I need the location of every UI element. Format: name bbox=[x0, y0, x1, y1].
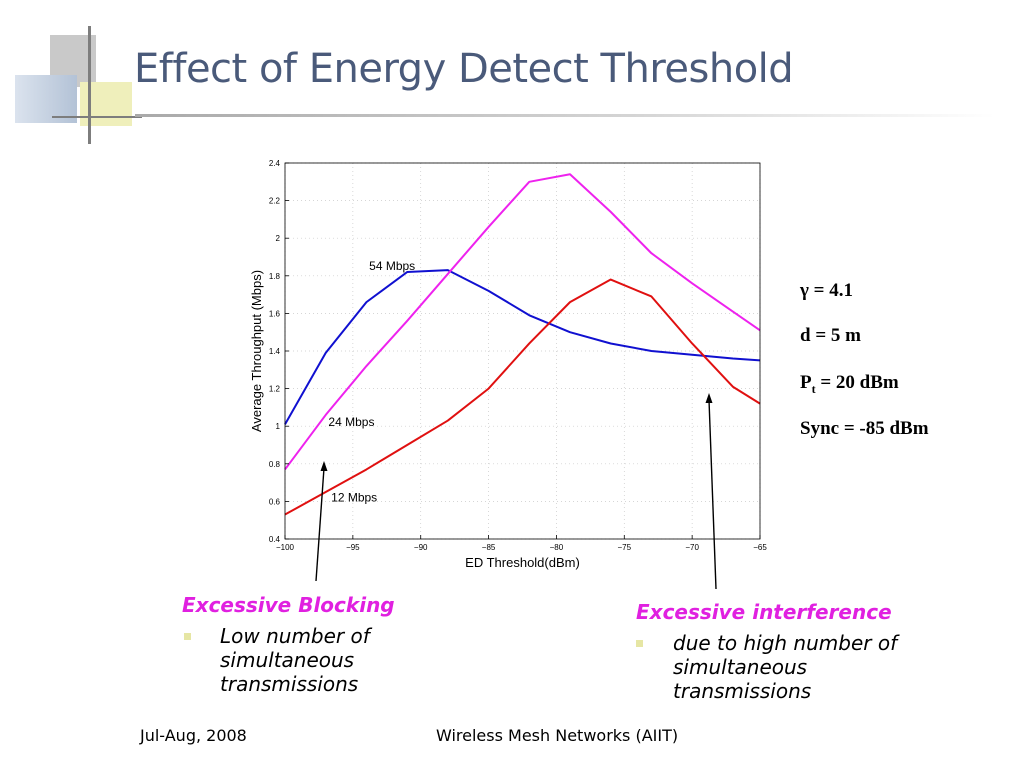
interference-line-2: simultaneous bbox=[673, 655, 808, 679]
y-tick-label: 1.2 bbox=[269, 385, 281, 394]
footer-date: Jul-Aug, 2008 bbox=[140, 726, 247, 745]
param-tx-power-symbol: P bbox=[800, 372, 812, 393]
slide-title: Effect of Energy Detect Threshold bbox=[134, 46, 794, 92]
bullet-icon bbox=[636, 640, 643, 647]
interference-heading: Excessive interference bbox=[636, 600, 892, 624]
throughput-chart: 54 Mbps 24 Mbps 12 Mbps −100 −95 −90 −85 −80 −7… bbox=[249, 159, 767, 570]
interference-line-3: transmissions bbox=[673, 679, 812, 703]
series-line-24-mbps bbox=[284, 173, 761, 471]
blocking-line-2: simultaneous bbox=[220, 648, 355, 672]
blocking-line-3: transmissions bbox=[220, 672, 359, 696]
param-tx-power: Pt = 20 dBm bbox=[800, 372, 899, 397]
x-tick-label: −80 bbox=[550, 543, 564, 552]
y-tick-label: 0.6 bbox=[269, 497, 281, 506]
blocking-heading: Excessive Blocking bbox=[182, 593, 395, 617]
y-tick-label: 2.2 bbox=[269, 197, 281, 206]
footer-course: Wireless Mesh Networks (AIIT) bbox=[436, 726, 679, 745]
interference-text: due to high number of simultaneous trans… bbox=[673, 631, 897, 703]
chart-ticks: −100 −95 −90 −85 −80 −75 −70 −65 0.4 0.6 0.8 1 1.2 1.… bbox=[269, 159, 767, 552]
param-gamma: γ = 4.1 bbox=[800, 280, 853, 301]
blocking-text: Low number of simultaneous transmissions bbox=[220, 624, 370, 696]
series-label-12-mbps: 12 Mbps bbox=[331, 490, 377, 504]
x-axis-label: ED Threshold(dBm) bbox=[465, 555, 580, 570]
param-distance: d = 5 m bbox=[800, 325, 861, 346]
decor-horizontal-line bbox=[52, 116, 142, 118]
x-tick-label: −90 bbox=[414, 543, 428, 552]
series-line-12-mbps bbox=[284, 278, 761, 516]
param-tx-power-subscript: t bbox=[811, 381, 816, 396]
x-tick-label: −100 bbox=[276, 543, 295, 552]
chart-series: 54 Mbps 24 Mbps 12 Mbps bbox=[284, 173, 761, 516]
y-tick-label: 0.8 bbox=[269, 460, 281, 469]
interference-line-1: due to high number of bbox=[673, 631, 898, 655]
y-tick-label: 2.4 bbox=[269, 159, 281, 168]
x-tick-label: −85 bbox=[482, 543, 496, 552]
y-tick-label: 1 bbox=[276, 422, 281, 431]
y-tick-label: 0.4 bbox=[269, 535, 281, 544]
param-tx-power-value: = 20 dBm bbox=[815, 372, 899, 393]
x-tick-label: −70 bbox=[685, 543, 699, 552]
series-label-54-mbps: 54 Mbps bbox=[369, 259, 415, 273]
x-tick-label: −75 bbox=[617, 543, 631, 552]
x-tick-label: −65 bbox=[753, 543, 767, 552]
param-sync: Sync = -85 dBm bbox=[800, 418, 929, 439]
series-label-24-mbps: 24 Mbps bbox=[328, 415, 374, 429]
blocking-line-1: Low number of bbox=[220, 624, 370, 648]
x-tick-label: −95 bbox=[346, 543, 360, 552]
y-tick-label: 1.8 bbox=[269, 272, 281, 281]
series-line-54-mbps bbox=[284, 269, 761, 425]
bullet-icon bbox=[184, 633, 191, 640]
y-axis-label: Average Throughput (Mbps) bbox=[249, 270, 264, 432]
y-tick-label: 1.6 bbox=[269, 309, 281, 318]
y-tick-label: 1.4 bbox=[269, 347, 281, 356]
y-tick-label: 2 bbox=[276, 234, 281, 243]
decor-vertical-line bbox=[88, 26, 91, 144]
title-underline bbox=[135, 114, 995, 117]
decor-blue-square bbox=[15, 75, 77, 123]
